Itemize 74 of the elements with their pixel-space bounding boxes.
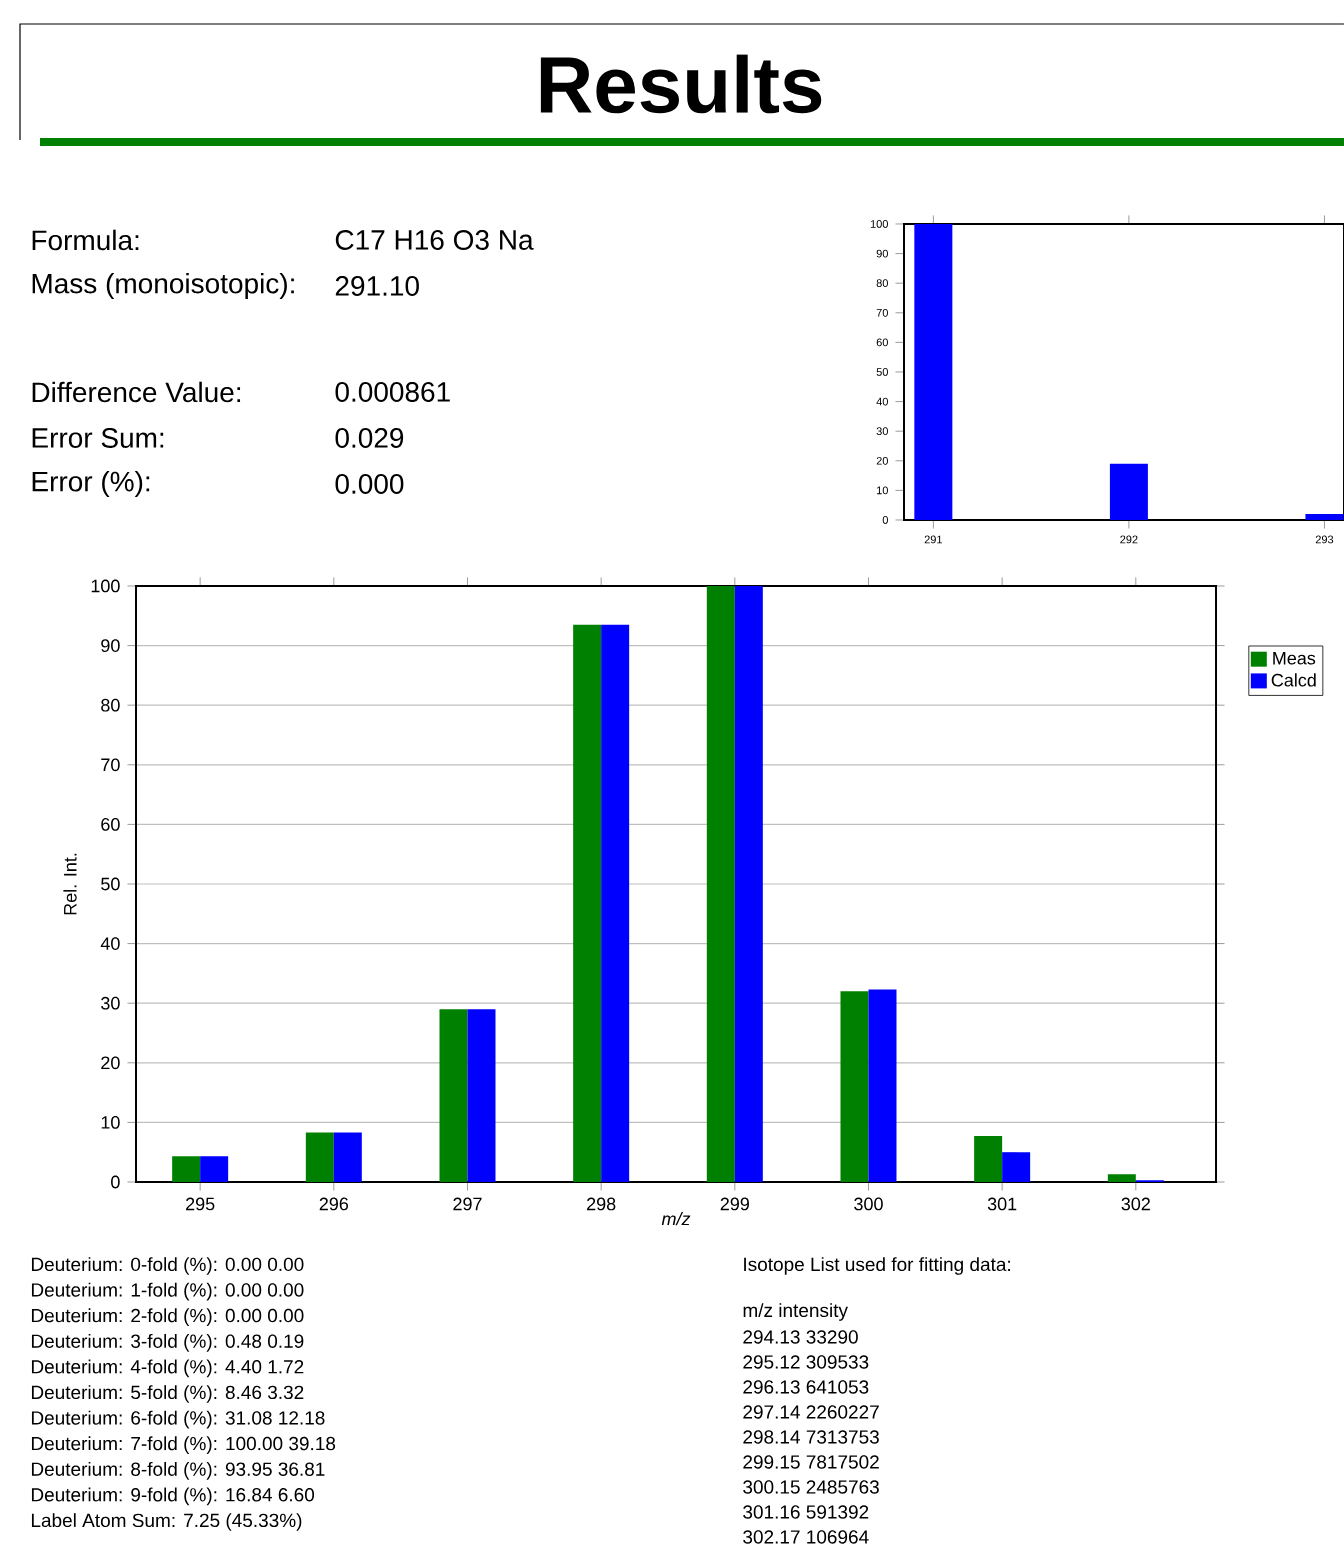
text: 299.15 7817502 [743,1455,879,1469]
y-tick-label: 0 [111,1175,120,1189]
bar [734,585,763,1182]
text: Deuterium: 6-fold (%): 31.08 12.18 [31,1410,325,1429]
text: 0.029 [335,428,404,448]
y-tick-label: 50 [101,877,120,891]
text: 291.10 [335,276,419,296]
text: Deuterium: 3-fold (%): 0.48 0.19 [31,1333,304,1352]
bar [706,585,735,1182]
text: Deuterium: 4-fold (%): 4.40 1.72 [31,1359,304,1378]
text: 302.17 106964 [743,1530,869,1544]
text: Deuterium: 9-fold (%): 16.84 6.60 [31,1487,315,1506]
y-tick-label: 80 [101,698,120,712]
text: Label Atom Sum: 7.25 (45.33%) [31,1513,302,1531]
text: C17 H16 O3 Na [335,230,534,250]
bar [333,1132,362,1182]
x-tick-label: 301 [987,1197,1017,1211]
bar [1109,463,1148,520]
text: Results [540,54,822,114]
bar [200,1156,229,1182]
y-tick-label: 30 [101,996,120,1010]
text: Error (%): [32,470,150,498]
y-tick-label: 90 [101,639,120,652]
legend-label: Calcd [1271,673,1316,687]
x-tick-label: 302 [1121,1197,1150,1211]
text: 297.14 2260227 [743,1405,879,1419]
y-tick-label: 10 [101,1116,120,1129]
bar [1305,514,1344,520]
y-tick-label: 70 [101,758,120,772]
bar [840,991,869,1182]
bar [573,624,602,1182]
text: Deuterium: 0-fold (%): 0.00 0.00 [31,1257,304,1275]
y-tick-label: 20 [101,1056,120,1070]
bar [439,1009,468,1182]
bar [467,1009,496,1182]
y-tick-label: 60 [101,818,120,831]
y-tick-label: 40 [100,937,120,950]
y-axis-title: Rel. Int. [63,853,77,915]
text: m/z intensity [743,1303,848,1321]
x-axis-title: m/z [661,1212,691,1226]
bar [1107,1174,1136,1182]
bar [868,989,897,1182]
legend-label: Meas [1273,651,1316,665]
text: Deuterium: 5-fold (%): 8.46 3.32 [31,1385,304,1403]
text: 0.000 [335,474,404,494]
bar [1002,1152,1031,1182]
text: 298.14 7313753 [743,1430,879,1444]
text: Formula: [32,229,139,251]
text: 0.000861 [335,382,450,402]
text: Deuterium: 7-fold (%): 100.00 39.18 [31,1436,336,1455]
text: Deuterium: 2-fold (%): 0.00 0.00 [31,1308,304,1327]
text: 296.13 641053 [743,1380,869,1394]
x-tick-label: 299 [720,1197,749,1211]
text: Deuterium: 8-fold (%): 93.95 36.81 [31,1461,325,1480]
y-tick-label: 100 [91,579,120,593]
text: Isotope List used for fitting data: [744,1257,1010,1275]
text: 301.16 591392 [743,1505,869,1519]
x-tick-label: 300 [854,1197,883,1211]
x-tick-label: 297 [453,1197,482,1211]
text: Deuterium: 1-fold (%): 0.00 0.00 [31,1282,304,1301]
text: Mass (monoisotopic): [32,272,294,300]
bar [974,1136,1003,1182]
bar [305,1132,334,1182]
text: 300.15 2485763 [743,1480,879,1494]
text: 294.13 33290 [743,1330,858,1344]
x-tick-label: 295 [186,1197,215,1211]
text: Error Sum: [32,428,164,448]
x-tick-label: 296 [319,1197,349,1211]
text: Difference Value: [32,381,241,403]
x-tick-label: 298 [587,1197,616,1211]
text: 295.12 309533 [743,1355,869,1369]
bar [601,624,630,1182]
bar [172,1156,201,1182]
bar [914,223,953,520]
